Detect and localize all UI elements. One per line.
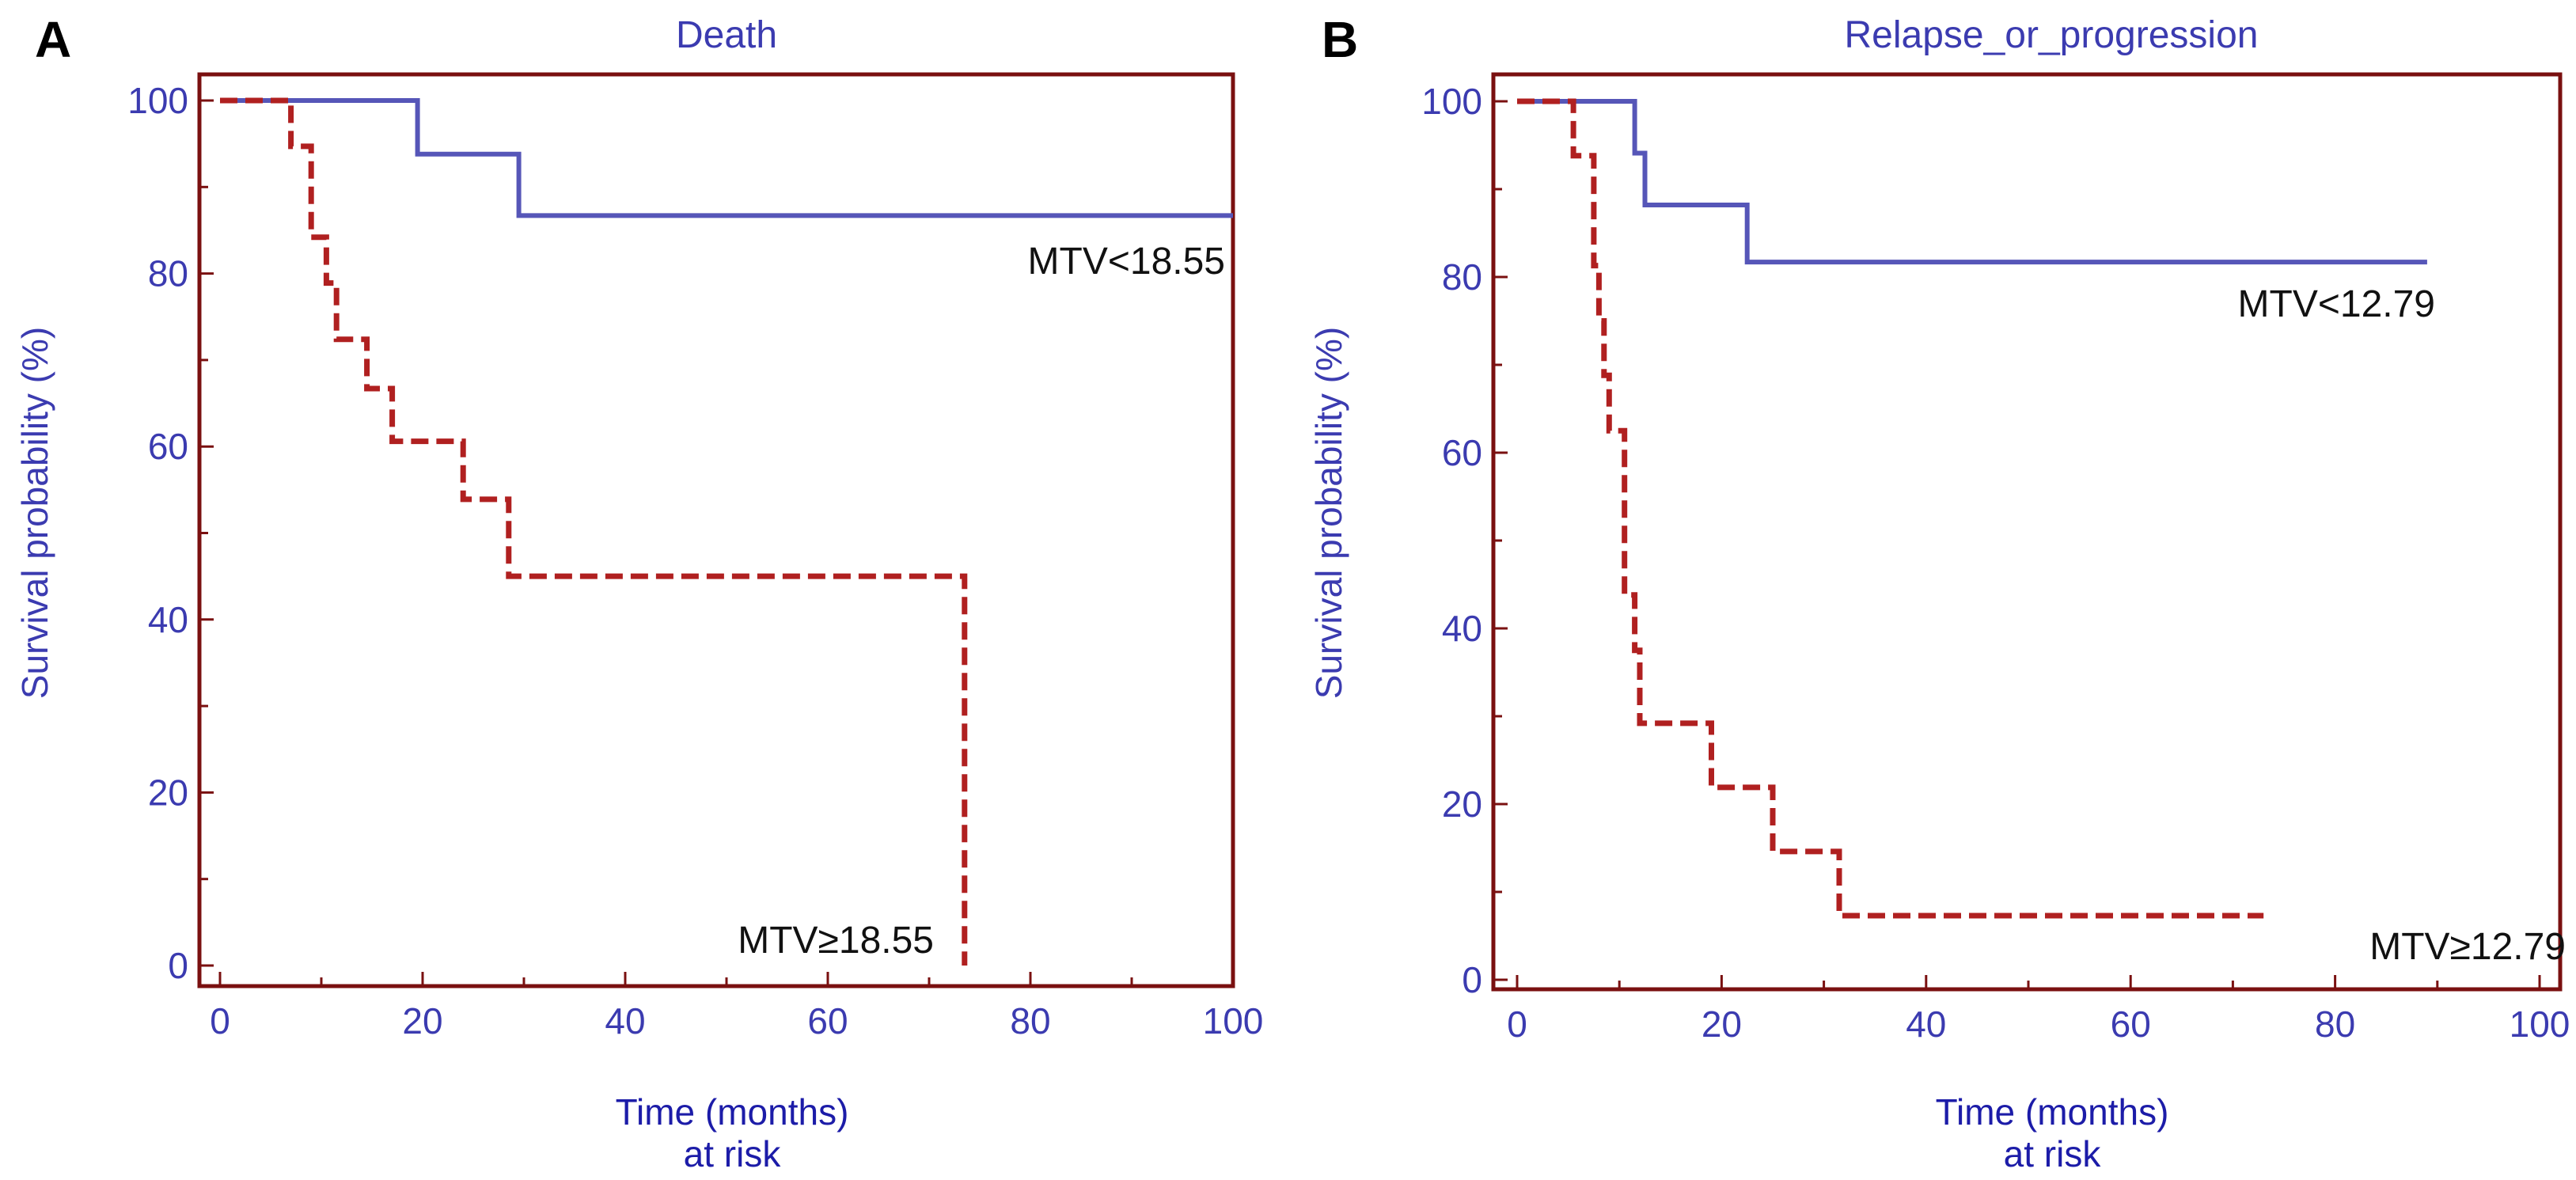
- panel-a-plot-frame: [197, 72, 1235, 988]
- panel-b-title: Relapse_or_progression: [1845, 14, 2259, 56]
- panel-b-y-tick-label-40: 40: [1442, 608, 1482, 649]
- panel-b-x-axis-label: Time (months): [1936, 1091, 2169, 1133]
- panel-b-x-tick-label-80: 80: [2315, 1004, 2355, 1045]
- panel-b-curve-mtv-high: [1517, 98, 2264, 919]
- panel-b-ticks: 0 20 40 60 80 100 0 20 40 60 80 100: [1421, 81, 2570, 1045]
- panel-a-x-tick-label-100: 100: [1203, 1000, 1264, 1042]
- panel-a-x-axis-label: Time (months): [616, 1091, 849, 1133]
- panel-a: A Death Survival probability (%) Time (m…: [14, 11, 1263, 1174]
- panel-a-y-tick-label-40: 40: [148, 599, 188, 640]
- panel-b-x-tick-label-60: 60: [2111, 1004, 2151, 1045]
- panel-a-letter: A: [35, 11, 71, 68]
- panel-b-y-tick-label-100: 100: [1421, 81, 1482, 122]
- panel-b-curves: [1517, 98, 2427, 919]
- panel-a-x-tick-label-40: 40: [605, 1000, 645, 1042]
- panel-b-plot-frame: [1491, 72, 2563, 992]
- panel-a-label-mtv-low: MTV<18.55: [1028, 241, 1225, 283]
- panel-b-x-tick-label-0: 0: [1507, 1004, 1527, 1045]
- panel-b-x-tick-label-100: 100: [2510, 1004, 2570, 1045]
- panel-a-curve-mtv-high: [220, 97, 968, 966]
- panel-b-x-tick-label-20: 20: [1702, 1004, 1742, 1045]
- panel-b-letter: B: [1322, 11, 1358, 68]
- panel-a-y-axis-label: Survival probability (%): [14, 327, 55, 699]
- panel-a-y-tick-label-60: 60: [148, 426, 188, 467]
- panel-a-y-tick-label-20: 20: [148, 772, 188, 813]
- panel-a-x-axis-sublabel: at risk: [684, 1133, 782, 1174]
- panel-a-label-mtv-high: MTV≥18.55: [738, 920, 934, 962]
- panel-a-y-tick-label-0: 0: [168, 945, 188, 986]
- panel-a-ticks: 0 20 40 60 80 100 0 20 40 60 80 100: [127, 80, 1263, 1042]
- panel-a-x-tick-label-20: 20: [402, 1000, 442, 1042]
- panel-b-y-axis-label: Survival probability (%): [1308, 327, 1349, 699]
- panel-b-y-tick-label-0: 0: [1462, 959, 1482, 1000]
- panel-a-y-tick-label-100: 100: [127, 80, 188, 121]
- panel-b-y-tick-label-60: 60: [1442, 432, 1482, 473]
- panel-b-label-mtv-high: MTV≥12.79: [2369, 926, 2566, 968]
- panel-b-x-tick-label-40: 40: [1906, 1004, 1946, 1045]
- panel-a-title: Death: [676, 14, 777, 56]
- panel-a-curves: [220, 97, 1233, 966]
- panel-b-curve-mtv-low: [1517, 99, 2427, 265]
- panel-a-y-tick-label-80: 80: [148, 253, 188, 294]
- panel-b-x-axis-sublabel: at risk: [2004, 1133, 2102, 1174]
- panel-a-x-tick-label-60: 60: [807, 1000, 848, 1042]
- panel-b: B Relapse_or_progression Survival probab…: [1308, 11, 2570, 1174]
- panel-a-x-tick-label-80: 80: [1010, 1000, 1050, 1042]
- panel-b-y-tick-label-20: 20: [1442, 784, 1482, 825]
- panel-a-x-tick-label-0: 0: [210, 1000, 230, 1042]
- panel-b-y-tick-label-80: 80: [1442, 256, 1482, 298]
- panel-a-curve-mtv-low: [220, 98, 1233, 218]
- panel-b-label-mtv-low: MTV<12.79: [2238, 283, 2435, 325]
